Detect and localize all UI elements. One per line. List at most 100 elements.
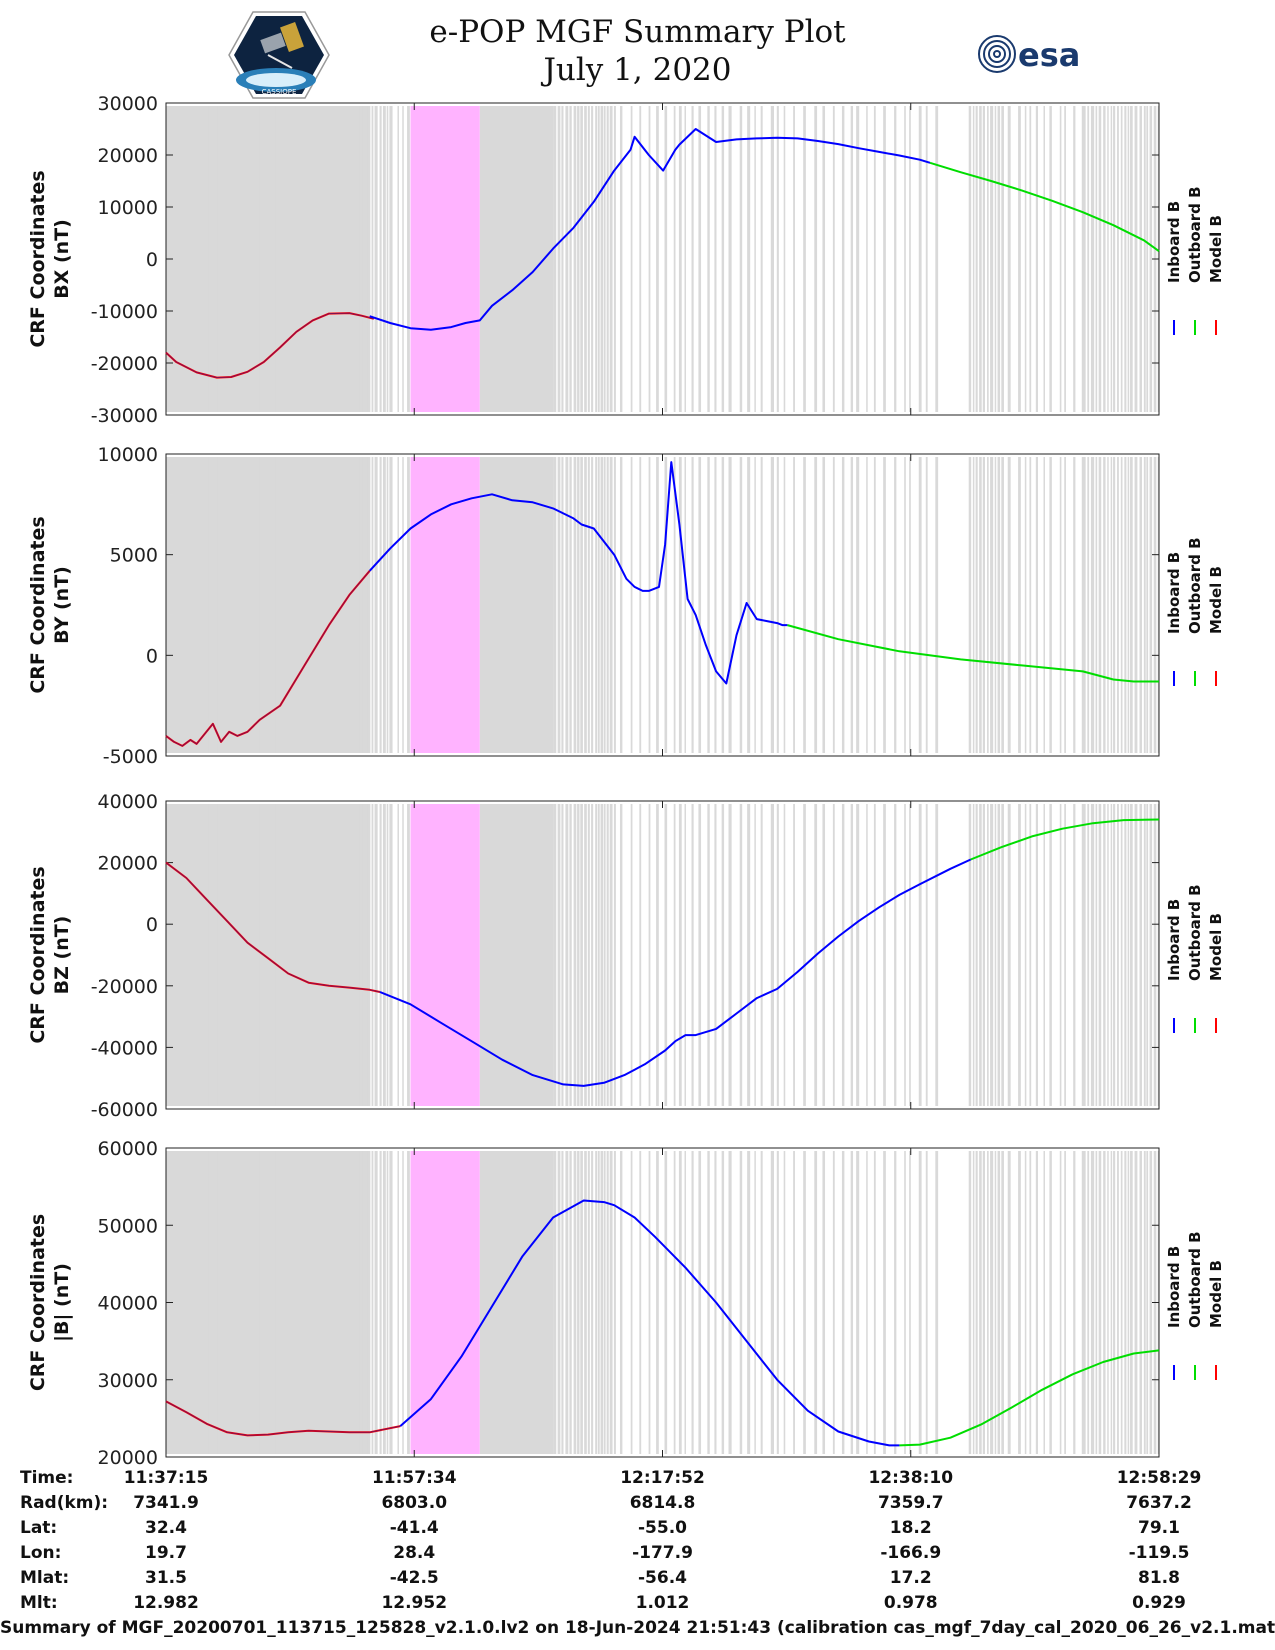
gray-data-gap-stripe [265,106,269,412]
gray-data-gap-stripe [1124,106,1127,412]
gray-data-gap-stripe [714,106,717,412]
gray-data-gap-stripe [356,106,359,412]
gray-data-gap-stripe [386,457,389,753]
footer-caption: Summary of MGF_20200701_113715_125828_v2… [0,1618,1275,1638]
gray-data-gap-stripe [803,106,806,412]
y-tick-label: 10000 [98,444,158,466]
gray-data-gap-stripe [841,1151,845,1454]
legend-label-group: Inboard B [1165,899,1183,981]
orbit-row-value: 17.2 [890,1568,932,1588]
gray-data-gap-stripe [1001,457,1004,753]
gray-data-gap-stripe [754,106,756,412]
orbit-row-value: 7359.7 [878,1493,944,1513]
gray-data-gap-stripe [721,457,725,753]
gray-data-gap-stripe [349,804,353,1106]
shading-layer [166,1151,1160,1454]
gray-data-gap-stripe [208,1151,212,1454]
gray-data-gap-stripe [346,804,349,1106]
gray-data-gap-stripe [832,457,835,753]
gray-data-gap-stripe [397,1151,399,1454]
gray-data-gap-stripe [356,457,359,753]
gray-data-gap-stripe [253,106,257,412]
gray-data-gap-stripe [273,106,276,412]
gray-data-gap-stripe [841,106,845,412]
gray-data-gap-stripe [212,457,215,753]
y-tick-label: 0 [146,249,158,271]
page-date: July 1, 2020 [543,52,732,88]
panel-1: 30000 20000 10000 0 -10000 -20000 -30000 CRF Co… [27,93,1225,427]
gray-data-gap-stripe [1146,1151,1149,1454]
gray-data-gap-stripe [573,1151,577,1454]
gray-data-gap-stripe [979,106,982,412]
gray-data-gap-stripe [639,804,642,1106]
series-line-model-overlay [165,1400,401,1436]
gray-data-gap-stripe [1007,457,1011,753]
gray-data-gap-stripe [591,106,594,412]
gray-data-gap-stripe [312,457,315,753]
orbit-row-value: 12.952 [381,1593,447,1613]
gray-data-gap-stripe [397,457,399,753]
y-tick-label: -40000 [91,1037,158,1059]
gray-data-gap-stripe [371,1151,374,1454]
gray-data-gap-block [479,106,554,412]
gray-data-gap-stripe [979,1151,982,1454]
gray-data-gap-stripe [273,804,276,1106]
gray-data-gap-stripe [1001,804,1004,1106]
orbit-row-value: -166.9 [880,1543,941,1563]
gray-data-gap-stripe [1090,106,1095,412]
orbit-row-value: -177.9 [632,1543,693,1563]
gray-data-gap-stripe [793,106,795,412]
gray-data-gap-stripe [217,106,220,412]
gray-data-gap-stripe [883,457,886,753]
gray-data-gap-stripe [1064,457,1066,753]
gray-data-gap-stripe [603,106,606,412]
gray-data-gap-stripe [1127,457,1130,753]
gray-data-gap-stripe [606,106,609,412]
gray-data-gap-stripe [997,106,1001,412]
gray-data-gap-stripe [346,457,349,753]
gray-data-gap-stripe [407,1151,410,1454]
y-axis-label-line2: BZ (nT) [51,916,73,995]
gray-data-gap-stripe [587,1151,590,1454]
gray-data-gap-stripe [747,1151,751,1454]
gray-data-gap-stripe [783,457,786,753]
gray-data-gap-stripe [1029,804,1032,1106]
gray-data-gap-stripe [673,1151,676,1454]
gray-data-gap-stripe [1124,804,1127,1106]
gray-data-gap-stripe [288,1151,291,1454]
pink-highlight-region [410,1151,480,1454]
gray-data-gap-stripe [367,106,371,412]
gray-data-gap-stripe [1007,106,1011,412]
y-axis-label-line2: BX (nT) [51,219,73,299]
gray-data-gap-stripe [253,457,257,753]
series-line-model-overlay [165,862,381,993]
gray-data-gap-stripe [739,106,743,412]
gray-data-gap-stripe [873,804,876,1106]
gray-data-gap-stripe [224,106,228,412]
gray-data-gap-stripe [728,804,732,1106]
gray-data-gap-stripe [648,804,651,1106]
orbit-row-value: 1.012 [636,1593,690,1613]
gray-data-gap-stripe [1117,1151,1119,1454]
esa-wordmark: esa [1018,36,1080,74]
gray-data-gap-stripe [925,804,928,1106]
gray-data-gap-stripe [1095,106,1098,412]
gray-data-gap-stripe [1098,804,1102,1106]
gray-data-gap-stripe [822,457,826,753]
y-tick-label: 0 [146,645,158,667]
gray-data-gap-stripe [1103,804,1106,1106]
gray-data-gap-stripe [1035,804,1038,1106]
orbit-row-value: 12:38:10 [868,1468,953,1488]
gray-data-gap-stripe [673,106,676,412]
gray-data-gap-stripe [1018,1151,1021,1454]
gray-data-gap-stripe [1001,1151,1004,1454]
gray-data-gap-stripe [918,1151,922,1454]
gray-data-gap-stripe [997,1151,1001,1454]
y-tick-label: 20000 [98,145,158,167]
gray-data-gap-stripe [1098,106,1102,412]
gray-data-gap-stripe [873,1151,876,1454]
gray-data-gap-stripe [894,457,897,753]
gray-data-gap-stripe [1153,457,1157,753]
legend-label-group: Inboard B [1165,1246,1183,1328]
gray-data-gap-stripe [353,457,356,753]
